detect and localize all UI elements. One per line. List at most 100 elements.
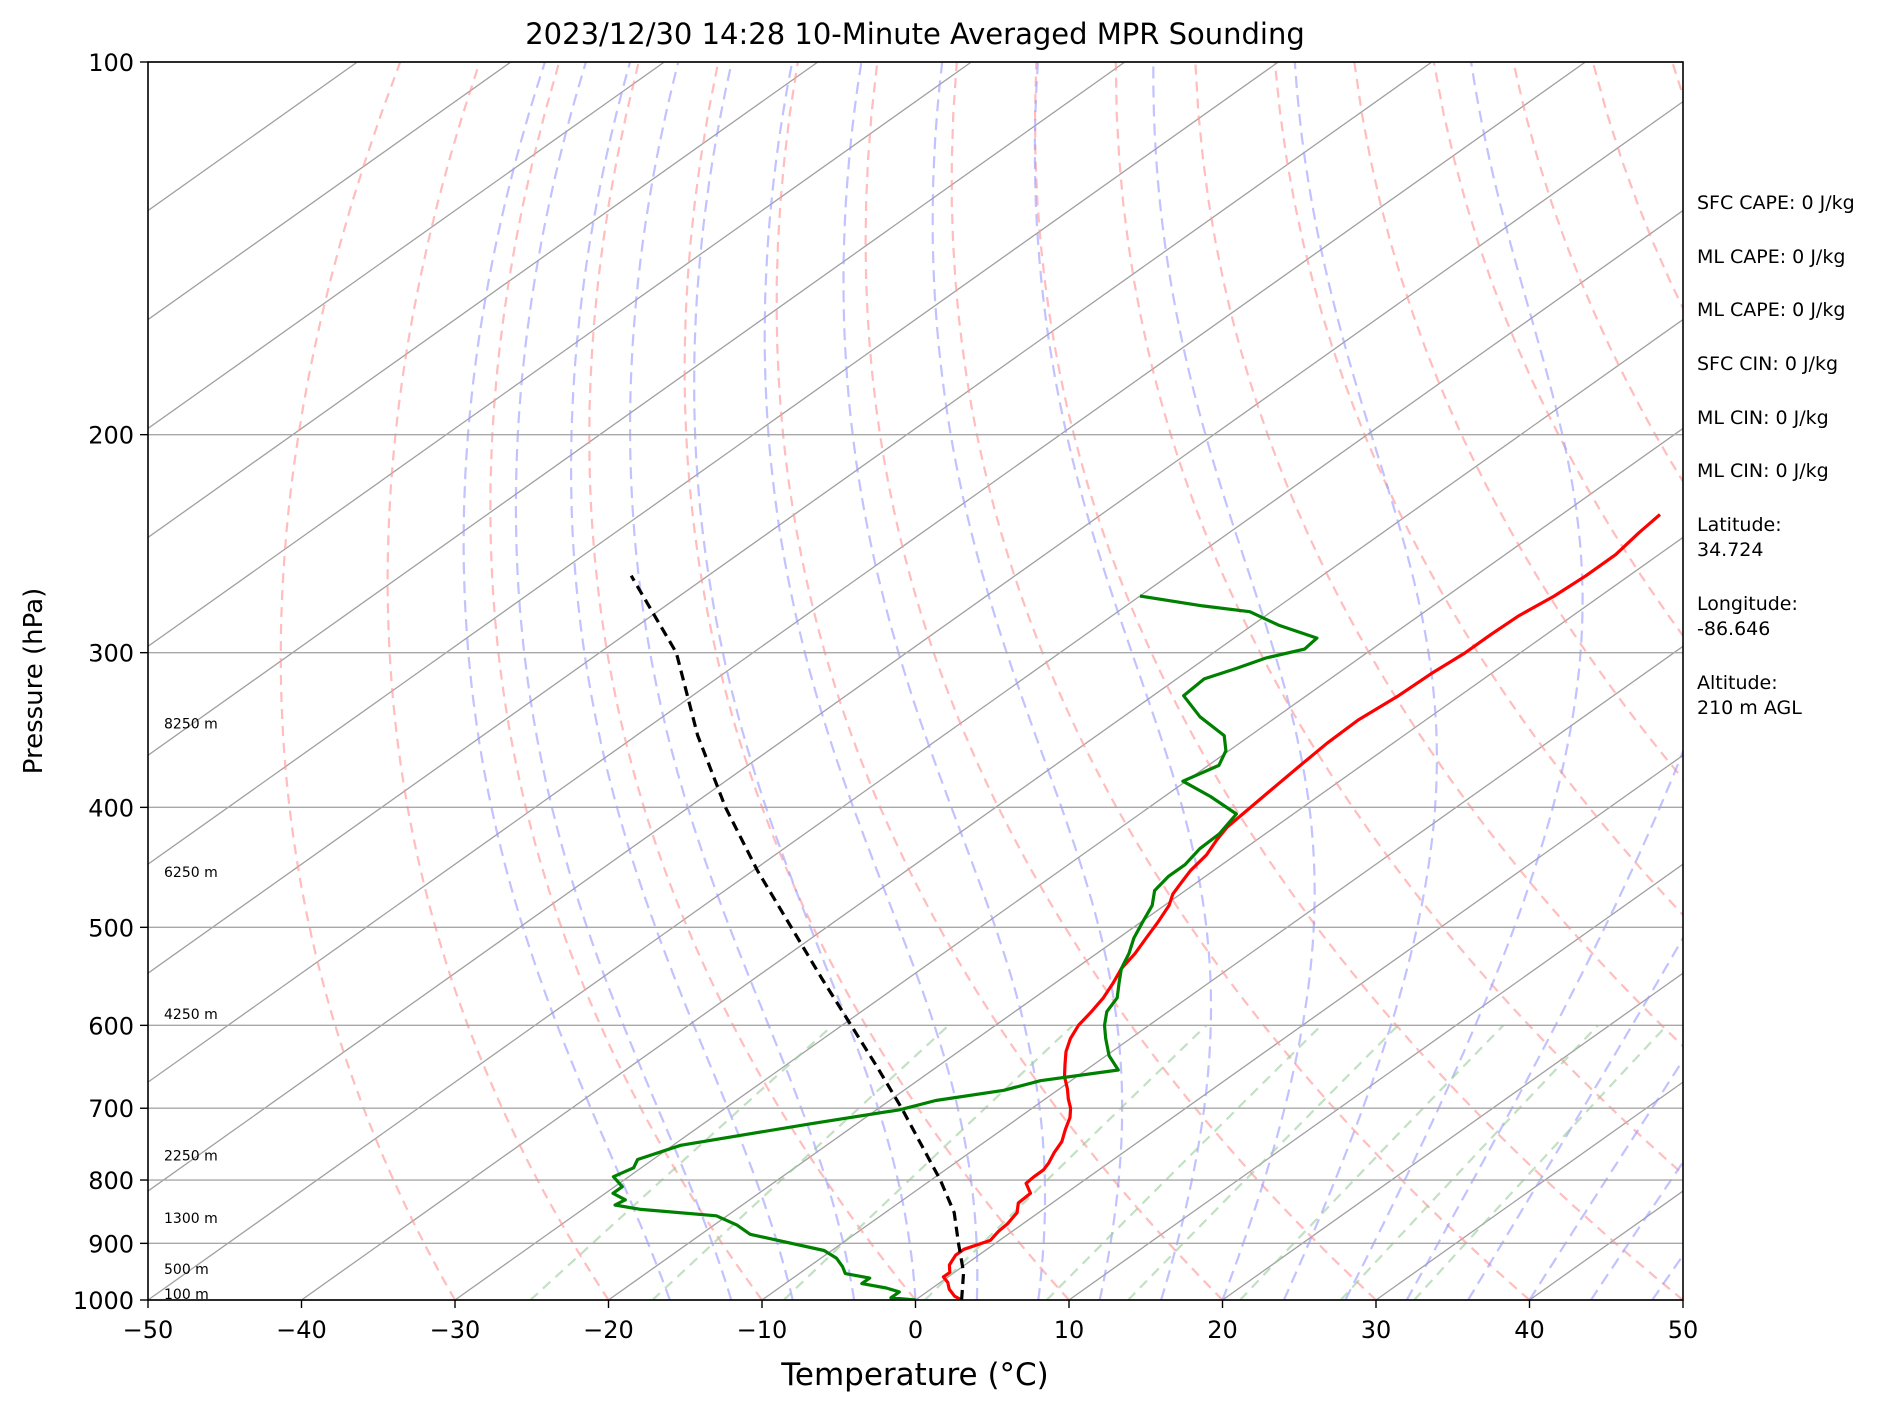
mixing-ratio-line bbox=[1045, 1024, 1323, 1300]
series-line-1 bbox=[611, 594, 1319, 1300]
plot-frame bbox=[147, 61, 1684, 1301]
isotherm-line bbox=[608, 536, 1683, 1300]
moist-adiabat-line bbox=[570, 62, 794, 1300]
dry-adiabat-line bbox=[1194, 62, 1683, 1048]
isotherm-line bbox=[148, 100, 1683, 1192]
dry-adiabat-line bbox=[588, 62, 917, 1300]
height-label: 4250 m bbox=[164, 1007, 218, 1023]
info-ml-cape-2: ML CAPE: 0 J/kg bbox=[1697, 299, 1846, 321]
isotherm-line bbox=[761, 645, 1683, 1300]
info-longitude: Longitude: -86.646 bbox=[1697, 593, 1798, 640]
moist-adiabat-line bbox=[1152, 62, 1316, 1300]
dry-adiabat-line bbox=[864, 62, 1377, 1300]
x-tick-label: 0 bbox=[908, 1316, 923, 1344]
x-axis-ticks: −50 −40 −30 −20 −10 0 10 20 30 40 50 bbox=[123, 1300, 1699, 1344]
dry-adiabat-line bbox=[489, 62, 763, 1300]
series-group bbox=[611, 513, 1662, 1300]
dry-adiabat-line bbox=[950, 62, 1531, 1300]
chart-title: 2023/12/30 14:28 10-Minute Averaged MPR … bbox=[525, 17, 1305, 51]
y-tick-label: 700 bbox=[88, 1095, 134, 1123]
isotherm-line bbox=[148, 62, 1433, 974]
isotherm-line bbox=[1375, 1081, 1683, 1300]
info-ml-cape: ML CAPE: 0 J/kg bbox=[1697, 246, 1846, 268]
y-tick-label: 1000 bbox=[73, 1287, 134, 1315]
y-tick-label: 500 bbox=[88, 914, 134, 942]
y-tick-label: 100 bbox=[88, 49, 134, 77]
info-latitude: Latitude: 34.724 bbox=[1697, 514, 1782, 561]
moist-adiabat-line bbox=[1528, 1058, 1683, 1300]
moist-adiabat-line bbox=[763, 62, 979, 1300]
x-tick-label: −50 bbox=[123, 1316, 174, 1344]
moist-adiabat-line bbox=[842, 62, 1047, 1300]
x-tick-label: 30 bbox=[1361, 1316, 1392, 1344]
isotherm-line bbox=[1222, 972, 1683, 1300]
y-tick-label: 300 bbox=[88, 640, 134, 668]
dry-adiabat-line bbox=[386, 62, 610, 1300]
moist-adiabat-line bbox=[1405, 748, 1683, 1300]
isotherm-line bbox=[148, 62, 819, 539]
info-ml-cin-2: ML CIN: 0 J/kg bbox=[1697, 460, 1829, 482]
height-labels: 100 m 500 m 1300 m 2250 m 4250 m 6250 m 8250 m bbox=[164, 716, 218, 1303]
moist-adiabat-line bbox=[1033, 62, 1213, 1300]
mixing-ratio-line bbox=[1413, 1024, 1668, 1300]
height-label: 500 m bbox=[164, 1262, 209, 1278]
info-ml-cin: ML CIN: 0 J/kg bbox=[1697, 407, 1829, 429]
mixing-ratio-line bbox=[651, 1024, 950, 1300]
info-altitude: Altitude: 210 m AGL bbox=[1697, 672, 1802, 719]
isotherm-line bbox=[148, 62, 1586, 1083]
x-tick-label: −10 bbox=[737, 1316, 788, 1344]
isotherm-line bbox=[148, 62, 1126, 757]
isotherm-line bbox=[1068, 863, 1683, 1300]
dry-adiabat-line bbox=[683, 62, 1070, 1300]
y-tick-label: 400 bbox=[88, 794, 134, 822]
x-tick-label: 20 bbox=[1207, 1316, 1238, 1344]
moist-adiabat-line bbox=[1282, 62, 1439, 1300]
y-tick-label: 600 bbox=[88, 1012, 134, 1040]
moist-adiabat-line bbox=[931, 62, 1124, 1300]
y-tick-label: 200 bbox=[88, 422, 134, 450]
isotherm-line bbox=[454, 427, 1683, 1300]
x-tick-label: −40 bbox=[276, 1316, 327, 1344]
isotherm-line bbox=[148, 62, 665, 430]
y-axis-label: Pressure (hPa) bbox=[19, 588, 49, 775]
x-tick-label: −20 bbox=[583, 1316, 634, 1344]
x-tick-label: 50 bbox=[1668, 1316, 1699, 1344]
moist-adiabat-line bbox=[1467, 935, 1683, 1300]
isotherm-line bbox=[148, 209, 1683, 1300]
x-tick-label: −30 bbox=[430, 1316, 481, 1344]
y-tick-label: 800 bbox=[88, 1167, 134, 1195]
isotherm-line bbox=[148, 62, 972, 648]
moist-adiabat-line bbox=[1589, 1160, 1683, 1300]
x-tick-label: 10 bbox=[1054, 1316, 1085, 1344]
isotherm-line bbox=[148, 62, 512, 321]
mixing-ratio-line bbox=[1239, 1024, 1505, 1300]
pressure-gridlines bbox=[148, 61, 1683, 1301]
mixing-ratio-line bbox=[1127, 1024, 1399, 1300]
mixing-ratio-line bbox=[1339, 1024, 1599, 1300]
isotherm-line bbox=[301, 318, 1683, 1300]
height-label: 2250 m bbox=[164, 1149, 218, 1165]
isotherm-line bbox=[148, 62, 1279, 866]
background-reference-lines bbox=[148, 62, 1683, 1300]
height-label: 6250 m bbox=[164, 865, 218, 881]
info-sfc-cape: SFC CAPE: 0 J/kg bbox=[1697, 192, 1855, 214]
x-tick-label: 40 bbox=[1514, 1316, 1545, 1344]
moist-adiabat-line bbox=[629, 62, 856, 1300]
mixing-ratio-line bbox=[529, 1024, 834, 1300]
moist-adiabat-line bbox=[514, 62, 733, 1300]
mixing-ratio-line bbox=[783, 1024, 1074, 1300]
height-label: 1300 m bbox=[164, 1211, 218, 1227]
height-label: 100 m bbox=[164, 1287, 209, 1303]
dry-adiabat-line bbox=[775, 62, 1224, 1300]
moist-adiabat-line bbox=[693, 62, 917, 1300]
moist-adiabat-line bbox=[1344, 62, 1584, 1300]
dry-adiabat-line bbox=[1033, 62, 1683, 1300]
series-line-2 bbox=[629, 574, 966, 1300]
height-label: 8250 m bbox=[164, 716, 218, 732]
info-sfc-cin: SFC CIN: 0 J/kg bbox=[1697, 353, 1839, 375]
y-tick-label: 900 bbox=[88, 1230, 134, 1258]
series-line-0 bbox=[941, 513, 1662, 1300]
moist-adiabat-line bbox=[462, 62, 671, 1300]
dry-adiabat-line bbox=[279, 62, 456, 1300]
